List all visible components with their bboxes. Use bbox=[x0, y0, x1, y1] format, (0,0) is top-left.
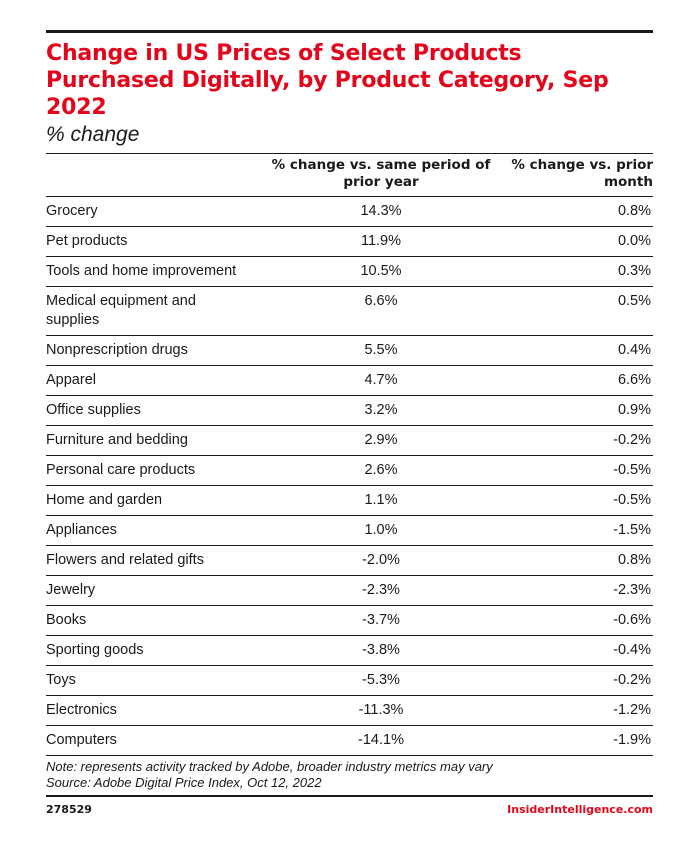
table-row: Pet products 11.9% 0.0% bbox=[46, 227, 653, 257]
cell-yoy: 4.7% bbox=[364, 372, 398, 388]
cell-mom: -1.9% bbox=[613, 732, 651, 748]
cell-category: Office supplies bbox=[46, 402, 141, 418]
bottom-rule bbox=[46, 795, 653, 797]
cell-mom: -0.2% bbox=[613, 672, 651, 688]
cell-yoy: 11.9% bbox=[360, 233, 402, 249]
cell-category: Flowers and related gifts bbox=[46, 552, 204, 568]
table-row: Personal care products 2.6% -0.5% bbox=[46, 456, 653, 486]
cell-category: Electronics bbox=[46, 702, 117, 718]
chart-title: Change in US Prices of Select Products P… bbox=[46, 41, 609, 120]
notes: Note: represents activity tracked by Ado… bbox=[46, 759, 653, 791]
header-mom: % change vs. prior month bbox=[511, 157, 653, 190]
cell-category: Toys bbox=[46, 672, 76, 688]
cell-mom: -1.2% bbox=[613, 702, 651, 718]
header-yoy: % change vs. same period of prior year bbox=[271, 157, 491, 190]
cell-category: Computers bbox=[46, 732, 117, 748]
cell-yoy: 1.1% bbox=[364, 492, 398, 508]
table-row: Computers -14.1% -1.9% bbox=[46, 726, 653, 756]
cell-yoy: -2.0% bbox=[362, 552, 400, 568]
cell-yoy: 14.3% bbox=[360, 203, 402, 219]
cell-mom: -1.5% bbox=[613, 522, 651, 538]
cell-category: Jewelry bbox=[46, 582, 96, 598]
cell-category: Personal care products bbox=[46, 462, 196, 478]
table-row: Sporting goods -3.8% -0.4% bbox=[46, 636, 653, 666]
cell-category: Nonprescription drugs bbox=[46, 342, 188, 358]
source-text: Source: Adobe Digital Price Index, Oct 1… bbox=[46, 775, 322, 790]
header-category bbox=[46, 154, 256, 197]
cell-yoy: 6.6% bbox=[364, 293, 398, 309]
table-body: Grocery 14.3% 0.8% Pet products 11.9% 0.0% Too… bbox=[46, 197, 653, 756]
cell-yoy: -2.3% bbox=[362, 582, 400, 598]
cell-yoy: 2.6% bbox=[364, 462, 398, 478]
table-row: Apparel 4.7% 6.6% bbox=[46, 366, 653, 396]
table-row: Grocery 14.3% 0.8% bbox=[46, 197, 653, 227]
cell-mom: 0.5% bbox=[617, 293, 651, 309]
data-table: % change vs. same period of prior year %… bbox=[46, 153, 653, 756]
cell-mom: 0.0% bbox=[617, 233, 651, 249]
note-text: Note: represents activity tracked by Ado… bbox=[46, 759, 493, 774]
cell-yoy: -3.7% bbox=[362, 612, 400, 628]
cell-yoy: 10.5% bbox=[360, 263, 402, 279]
chart-id: 278529 bbox=[46, 803, 92, 816]
brand-link[interactable]: InsiderIntelligence.com bbox=[507, 803, 653, 816]
table-row: Tools and home improvement 10.5% 0.3% bbox=[46, 257, 653, 287]
table-header-row: % change vs. same period of prior year %… bbox=[46, 153, 653, 197]
cell-category: Medical equipment and supplies bbox=[46, 293, 196, 328]
cell-mom: 0.9% bbox=[617, 402, 651, 418]
cell-mom: -0.6% bbox=[613, 612, 651, 628]
table-row: Home and garden 1.1% -0.5% bbox=[46, 486, 653, 516]
cell-yoy: -3.8% bbox=[362, 642, 400, 658]
cell-category: Furniture and bedding bbox=[46, 432, 188, 448]
top-rule bbox=[46, 30, 653, 33]
cell-category: Tools and home improvement bbox=[46, 263, 237, 279]
cell-category: Sporting goods bbox=[46, 642, 144, 658]
chart-card: Change in US Prices of Select Products P… bbox=[46, 30, 653, 816]
chart-subtitle: % change bbox=[46, 123, 140, 146]
cell-mom: 0.3% bbox=[617, 263, 651, 279]
cell-mom: -2.3% bbox=[613, 582, 651, 598]
table-row: Toys -5.3% -0.2% bbox=[46, 666, 653, 696]
cell-mom: -0.5% bbox=[613, 462, 651, 478]
cell-category: Home and garden bbox=[46, 492, 163, 508]
table-row: Furniture and bedding 2.9% -0.2% bbox=[46, 426, 653, 456]
cell-yoy: -11.3% bbox=[358, 702, 404, 718]
cell-mom: 0.8% bbox=[617, 203, 651, 219]
table-row: Flowers and related gifts -2.0% 0.8% bbox=[46, 546, 653, 576]
table-row: Office supplies 3.2% 0.9% bbox=[46, 396, 653, 426]
table-row: Jewelry -2.3% -2.3% bbox=[46, 576, 653, 606]
table-row: Books -3.7% -0.6% bbox=[46, 606, 653, 636]
cell-mom: 0.8% bbox=[617, 552, 651, 568]
cell-mom: -0.5% bbox=[613, 492, 651, 508]
footer: 278529 InsiderIntelligence.com bbox=[46, 803, 653, 816]
cell-yoy: 5.5% bbox=[364, 342, 398, 358]
cell-yoy: -5.3% bbox=[362, 672, 400, 688]
table-row: Appliances 1.0% -1.5% bbox=[46, 516, 653, 546]
cell-yoy: -14.1% bbox=[358, 732, 404, 748]
cell-category: Grocery bbox=[46, 203, 98, 219]
cell-mom: 6.6% bbox=[617, 372, 651, 388]
cell-mom: -0.2% bbox=[613, 432, 651, 448]
table-row: Electronics -11.3% -1.2% bbox=[46, 696, 653, 726]
cell-category: Appliances bbox=[46, 522, 117, 538]
cell-mom: 0.4% bbox=[617, 342, 651, 358]
table-row: Medical equipment and supplies 6.6% 0.5% bbox=[46, 287, 653, 336]
cell-category: Books bbox=[46, 612, 87, 628]
cell-category: Pet products bbox=[46, 233, 128, 249]
table-row: Nonprescription drugs 5.5% 0.4% bbox=[46, 336, 653, 366]
cell-yoy: 1.0% bbox=[364, 522, 398, 538]
cell-yoy: 3.2% bbox=[364, 402, 398, 418]
cell-yoy: 2.9% bbox=[364, 432, 398, 448]
cell-mom: -0.4% bbox=[613, 642, 651, 658]
cell-category: Apparel bbox=[46, 372, 96, 388]
